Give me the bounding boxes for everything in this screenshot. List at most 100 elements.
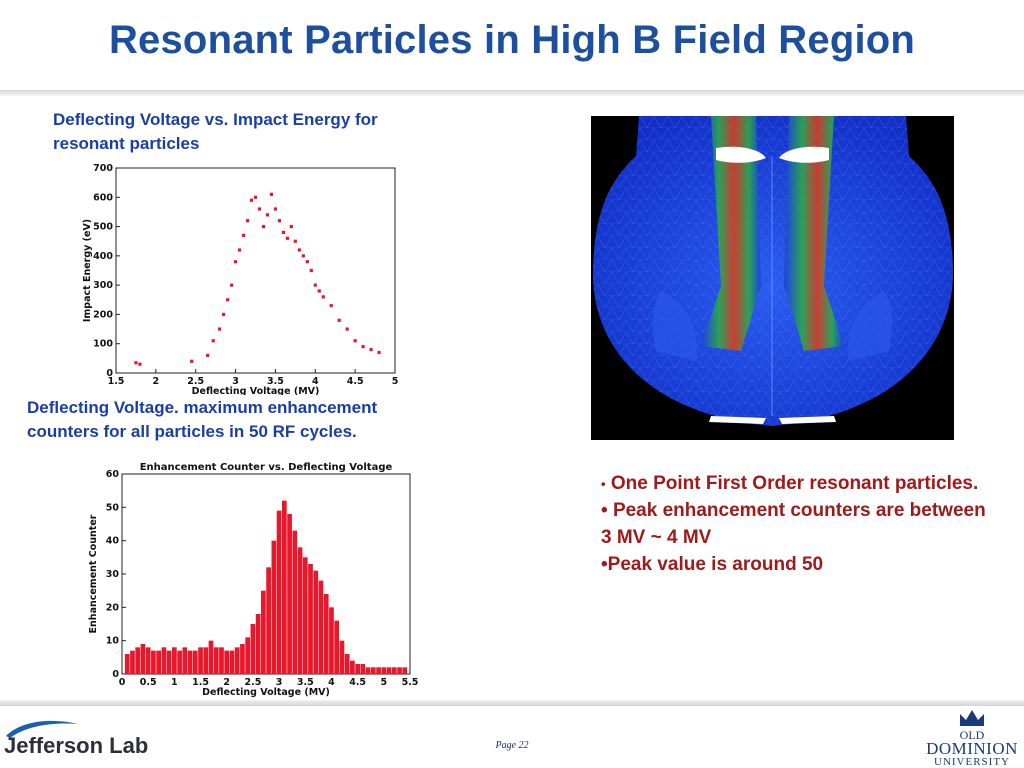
y-tick-label: 600: [93, 192, 113, 203]
bar: [308, 564, 313, 674]
bar: [187, 650, 193, 674]
x-tick-label: 3: [232, 376, 239, 387]
data-point: [289, 224, 293, 229]
data-point: [305, 260, 309, 264]
bar: [151, 650, 156, 674]
data-point: [361, 345, 365, 349]
x-tick-label: 2: [153, 376, 160, 387]
bar: [234, 647, 240, 674]
y-tick-label: 40: [106, 536, 120, 547]
data-point: [269, 192, 274, 196]
x-tick-label: 2: [223, 677, 230, 688]
x-tick-label: 5: [392, 376, 399, 387]
x-tick-label: 3: [276, 677, 283, 688]
x-tick-label: 0: [119, 677, 126, 688]
data-point: [369, 347, 373, 352]
data-point: [273, 207, 278, 211]
y-tick-label: 300: [93, 280, 113, 291]
y-tick-label: 0: [112, 669, 119, 680]
bar: [240, 644, 245, 674]
title-divider: [0, 90, 1024, 96]
x-tick-label: 1.5: [192, 677, 209, 688]
bar: [135, 647, 141, 674]
bar: [360, 664, 366, 674]
plot-area: [115, 167, 396, 374]
footer-divider: [0, 700, 1024, 706]
bar: [287, 514, 292, 674]
bar: [381, 667, 387, 674]
bar: [365, 667, 371, 674]
y-tick-label: 0: [106, 368, 113, 379]
bar: [355, 664, 360, 674]
bar: [124, 654, 130, 674]
y-tick-label: 100: [93, 339, 113, 350]
cavity-shape: [593, 116, 953, 426]
jefferson-lab-logo: Jefferson Lab: [4, 733, 149, 758]
y-tick-label: 20: [106, 602, 120, 613]
bar: [397, 667, 402, 674]
bar: [339, 640, 345, 674]
y-axis-label: Impact Energy (eV): [82, 219, 93, 322]
data-point: [229, 283, 234, 287]
bar: [261, 590, 266, 674]
bar: [281, 500, 287, 674]
data-point: [218, 327, 222, 331]
bar: [177, 650, 182, 674]
y-tick-label: 50: [106, 502, 120, 513]
bar: [250, 624, 256, 674]
data-point: [329, 304, 333, 308]
y-axis-label: Enhancement Counter: [88, 514, 99, 633]
plot-area: [121, 473, 411, 675]
y-tick-label: 10: [106, 636, 120, 647]
data-point: [301, 254, 305, 258]
x-axis-label: Deflecting Voltage (MV): [192, 386, 320, 395]
data-point: [138, 362, 142, 366]
bar: [224, 650, 230, 674]
data-point: [257, 207, 262, 211]
data-point: [277, 219, 282, 223]
bullet-item: • Peak enhancement counters are between …: [601, 500, 986, 549]
jefferson-lab-swoosh-icon: [6, 720, 78, 738]
bar: [302, 557, 308, 674]
data-point: [309, 268, 313, 273]
bar: [391, 667, 397, 674]
bar: [172, 647, 177, 674]
x-tick-label: 3.5: [267, 376, 284, 387]
data-point: [293, 239, 297, 243]
data-point: [190, 359, 194, 363]
bar: [140, 644, 146, 674]
x-tick-label: 4.5: [349, 677, 366, 688]
bullet-item: •Peak value is around 50: [601, 554, 824, 576]
bar: [203, 647, 209, 674]
y-tick-label: 400: [93, 251, 113, 262]
data-point: [261, 224, 266, 229]
bar: [219, 647, 224, 674]
data-point: [353, 339, 357, 343]
data-point: [237, 248, 242, 252]
x-tick-label: 2.5: [244, 677, 261, 688]
bar: [276, 510, 282, 674]
crown-icon: [960, 710, 984, 726]
slide-title: Resonant Particles in High B Field Regio…: [108, 18, 916, 62]
odu-logo-university: UNIVERSITY: [934, 756, 1010, 768]
x-tick-label: 2.5: [187, 376, 204, 387]
data-point: [222, 312, 226, 317]
odu-logo: OLD DOMINION UNIVERSITY: [924, 706, 1020, 768]
bar: [344, 654, 350, 674]
x-tick-label: 4: [328, 677, 335, 688]
data-point: [313, 283, 317, 287]
bar: [229, 650, 235, 674]
bar: [166, 650, 172, 674]
x-tick-label: 3.5: [297, 677, 314, 688]
data-point: [345, 327, 349, 331]
bar: [313, 570, 319, 674]
x-axis-label: Deflecting Voltage (MV): [202, 687, 330, 698]
data-point: [233, 260, 238, 264]
data-point: [253, 195, 258, 199]
bar: [245, 637, 251, 674]
data-point: [377, 350, 381, 355]
chart-title: Enhancement Counter vs. Deflecting Volta…: [140, 462, 393, 473]
bar: [156, 650, 162, 674]
bar: [182, 647, 188, 674]
bar: [370, 667, 376, 674]
